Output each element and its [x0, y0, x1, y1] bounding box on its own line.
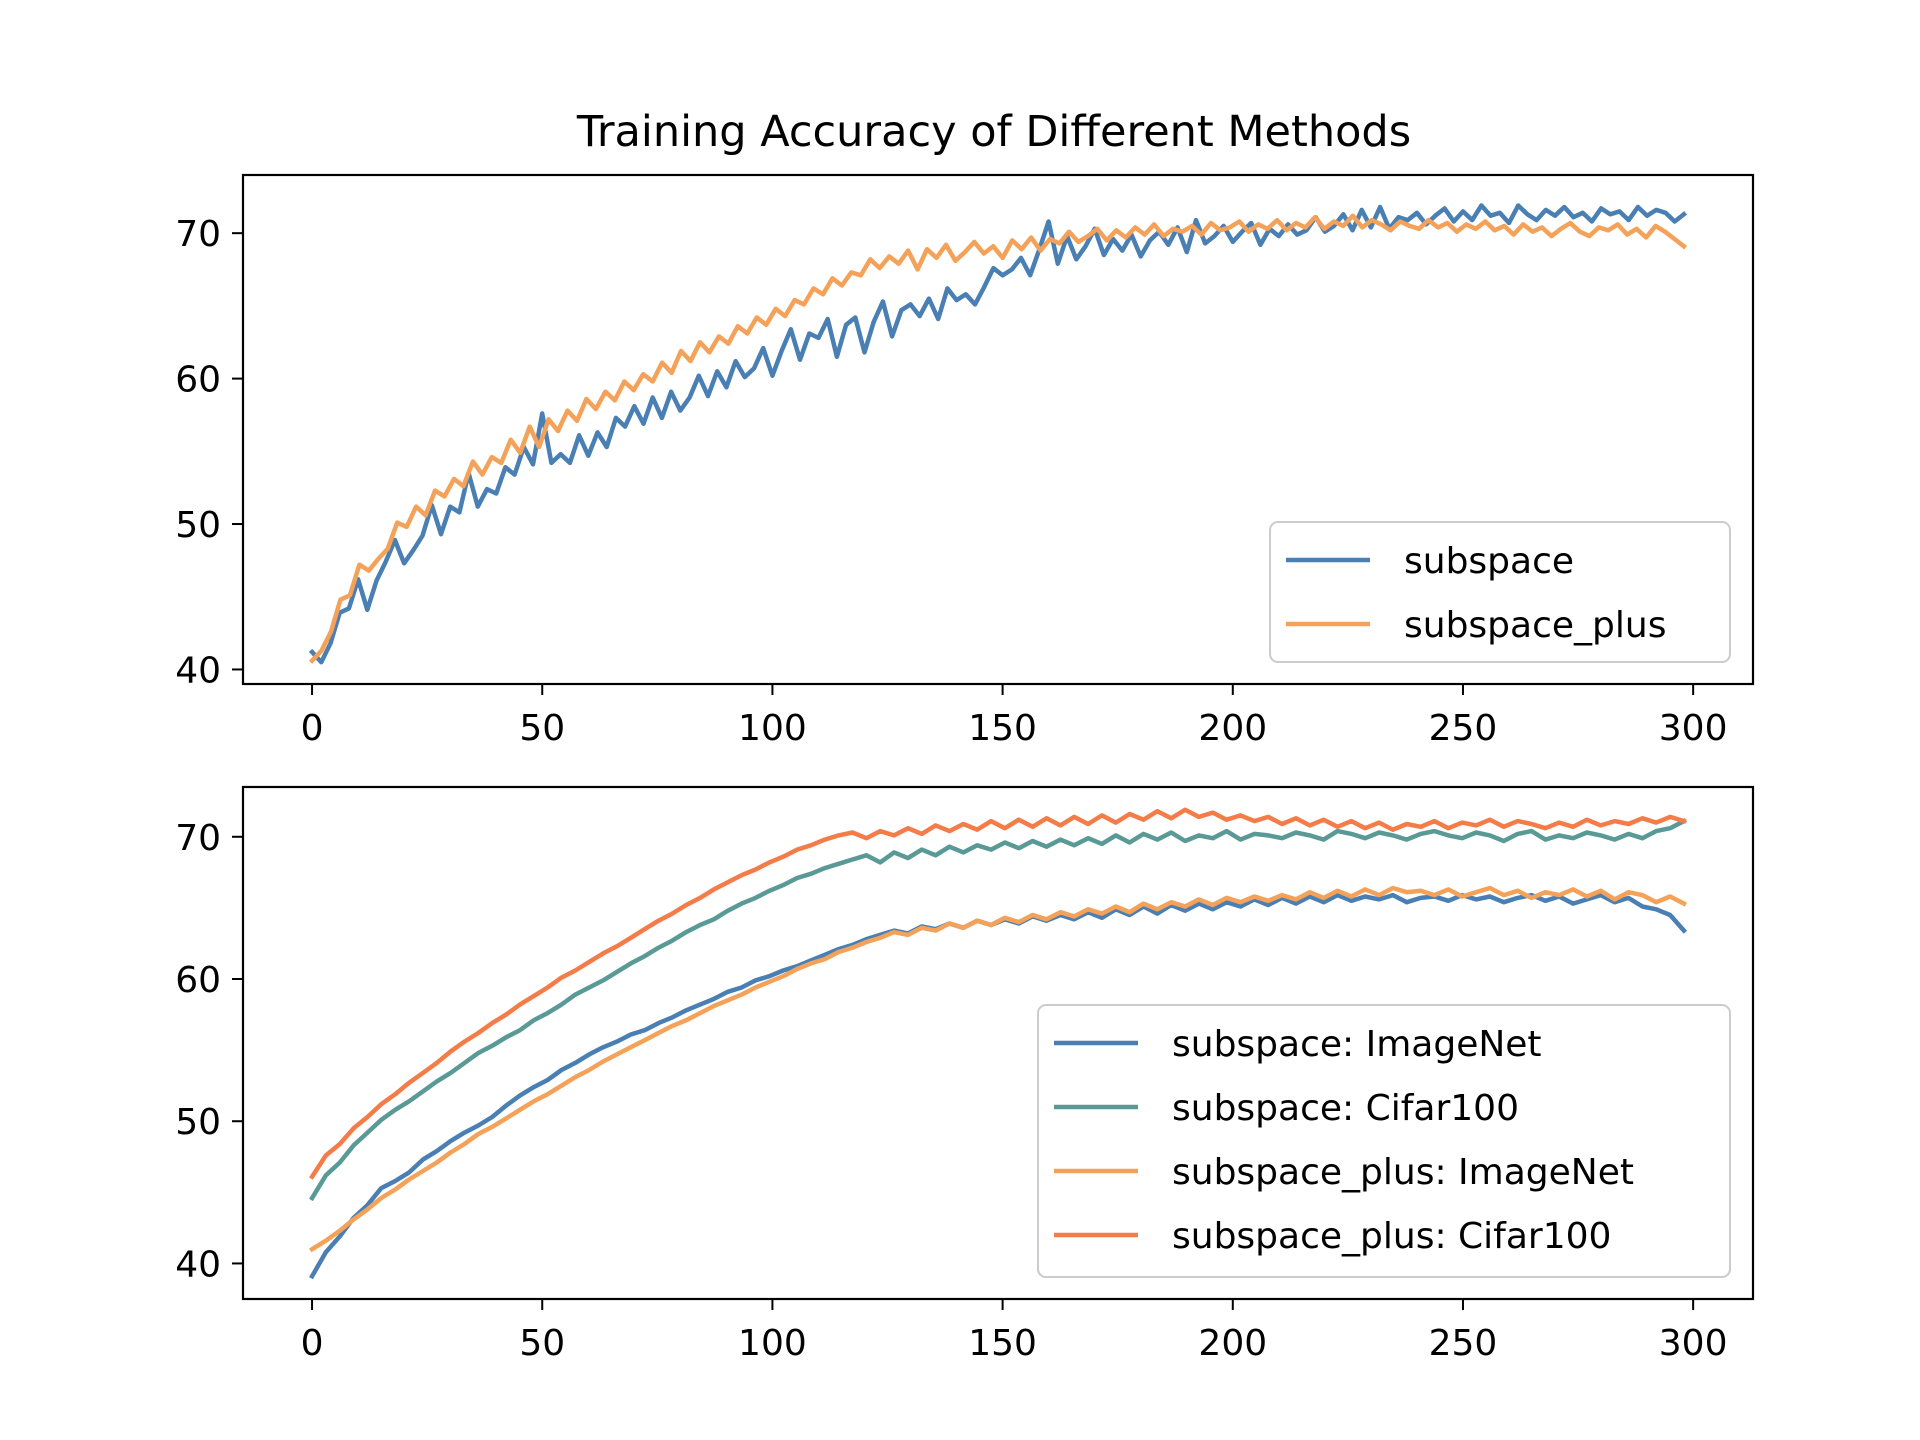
plot-area — [308, 203, 1688, 665]
x-tick-label: 200 — [1198, 1323, 1267, 1364]
plot-area — [308, 807, 1688, 1280]
x-tick-label: 300 — [1659, 708, 1728, 749]
x-tick-label: 300 — [1659, 1323, 1728, 1364]
y-tick-label: 50 — [175, 505, 221, 546]
legend-label: subspace: Cifar100 — [1172, 1088, 1519, 1129]
x-tick-label: 100 — [738, 1323, 807, 1364]
legend-label: subspace_plus: Cifar100 — [1172, 1216, 1611, 1257]
x-tick-label: 50 — [519, 708, 565, 749]
series-line-1 — [309, 818, 1687, 1202]
legend: subspace: ImageNet subspace: Cifar100 subs… — [1037, 1004, 1731, 1278]
y-tick-label: 40 — [175, 650, 221, 691]
series-line-2 — [309, 885, 1687, 1253]
x-tick-label: 50 — [519, 1323, 565, 1364]
legend-label: subspace_plus: ImageNet — [1172, 1152, 1634, 1193]
y-tick-label: 50 — [175, 1102, 221, 1143]
x-tick-label: 0 — [301, 708, 324, 749]
series-line-1 — [308, 213, 1688, 664]
y-tick-label: 70 — [175, 214, 221, 255]
legend-label: subspace — [1404, 541, 1574, 582]
x-tick-label: 0 — [301, 1323, 324, 1364]
figure-title: Training Accuracy of Different Methods — [576, 107, 1411, 157]
axes-frame — [241, 173, 1755, 686]
legend: subspace subspace_plus — [1269, 521, 1731, 663]
axes-frame — [241, 785, 1755, 1301]
x-tick-label: 250 — [1429, 1323, 1498, 1364]
legend-label: subspace: ImageNet — [1172, 1024, 1542, 1065]
series-line-3 — [308, 807, 1687, 1180]
y-tick-label: 60 — [175, 960, 221, 1001]
legend-box — [1037, 1004, 1731, 1278]
legend-box — [1269, 521, 1731, 663]
x-tick-label: 250 — [1429, 708, 1498, 749]
y-tick-label: 40 — [175, 1244, 221, 1285]
x-tick-label: 150 — [968, 708, 1037, 749]
top-chart: 0 50 100 150 200 250 30040506070subspacesubspa… — [175, 173, 1755, 749]
legend-label: subspace_plus — [1404, 605, 1666, 646]
x-tick-label: 150 — [968, 1323, 1037, 1364]
y-tick-label: 60 — [175, 360, 221, 401]
bottom-chart: 0 50 100 150 200 250 300 40 50 60 70 subspace: Imag… — [175, 785, 1755, 1364]
x-tick-label: 100 — [738, 708, 807, 749]
series-line-0 — [308, 203, 1688, 665]
y-tick-label: 70 — [175, 818, 221, 859]
x-tick-label: 200 — [1198, 708, 1267, 749]
